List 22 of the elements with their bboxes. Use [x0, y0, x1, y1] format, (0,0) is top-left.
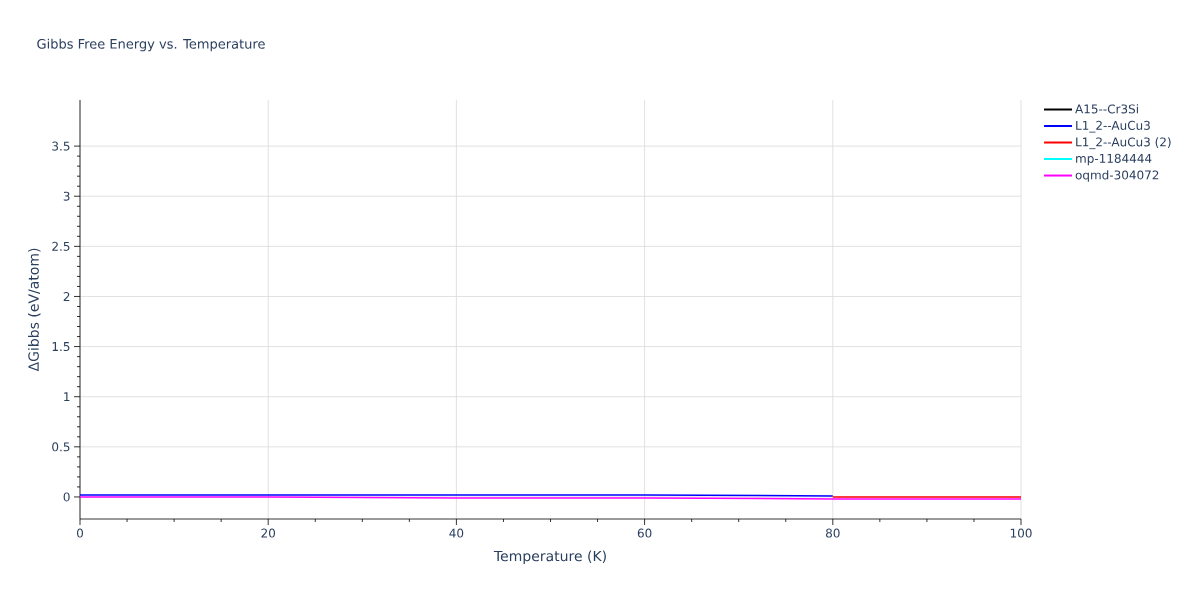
x-tick-label: 40 — [449, 528, 464, 538]
y-tick-label: 1 — [64, 392, 70, 402]
y-tick-label: 3.5 — [52, 141, 70, 151]
legend-label: oqmd-304072 — [1075, 170, 1159, 182]
x-axis-title: Temperature (K) — [493, 550, 606, 565]
y-axis-title: ΔGibbs (eV/atom) — [28, 248, 41, 372]
x-tick-label: 0 — [76, 528, 84, 538]
y-tick-label: 1.5 — [52, 342, 70, 352]
x-tick-label: 20 — [261, 528, 276, 538]
legend-label: L1_2--AuCu3 (2) — [1076, 137, 1171, 150]
y-tick-label: 2.5 — [52, 241, 70, 251]
chart-title: Gibbs Free Energy vs. Temperature — [37, 38, 265, 52]
y-tick-label: 3 — [63, 191, 70, 201]
legend-label: A15--Cr3Si — [1075, 104, 1138, 114]
legend-label: L1_2--AuCu3 — [1076, 120, 1150, 133]
x-tick-label: 100 — [1010, 528, 1032, 538]
y-tick-label: 2 — [63, 292, 70, 301]
y-tick-label: 0 — [63, 492, 70, 502]
x-tick-label: 80 — [825, 528, 840, 538]
legend-label: mp-1184444 — [1076, 153, 1152, 166]
y-tick-label: 0.5 — [52, 442, 70, 452]
x-tick-label: 60 — [637, 528, 652, 538]
